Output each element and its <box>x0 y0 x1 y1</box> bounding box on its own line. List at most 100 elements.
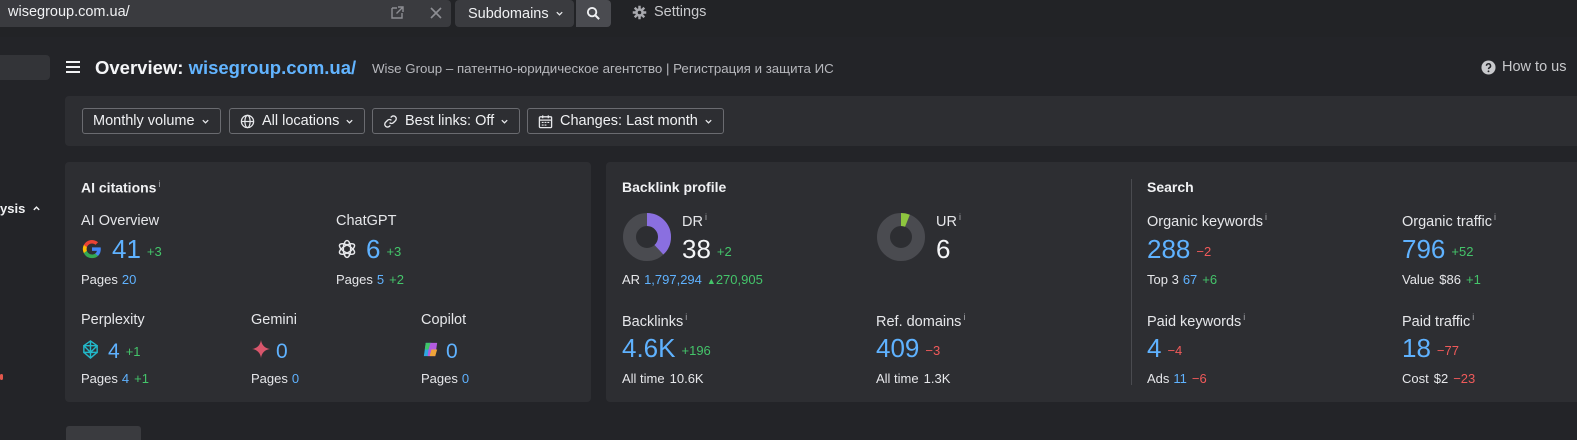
gemini-label: Gemini <box>251 312 297 328</box>
paid-keywords-value[interactable]: 4 −4 <box>1147 333 1183 363</box>
locations-label: All locations <box>262 113 340 129</box>
copilot-label: Copilot <box>421 312 467 328</box>
tab-overview[interactable] <box>66 426 141 440</box>
info-icon[interactable]: i <box>1472 312 1475 322</box>
info-icon[interactable]: i <box>1494 212 1496 222</box>
dr-value: 38 +2 <box>682 234 732 264</box>
ur-donut <box>877 213 925 261</box>
ads-line: Ads 11 −6 <box>1147 371 1207 386</box>
chatgpt-pages-delta: +2 <box>389 272 404 287</box>
chatgpt-value[interactable]: 6 +3 <box>366 234 402 264</box>
backlinks-value[interactable]: 4.6K +196 <box>622 333 711 363</box>
menu-icon[interactable] <box>66 60 80 74</box>
copilot-icon <box>423 342 438 357</box>
best-links-dropdown[interactable]: Best links: Off <box>372 108 521 134</box>
search-button[interactable] <box>576 0 611 27</box>
monthly-volume-label: Monthly volume <box>93 113 195 129</box>
copilot-pages-value[interactable]: 0 <box>461 371 470 386</box>
locations-dropdown[interactable]: All locations <box>229 108 366 134</box>
how-to-use-link[interactable]: How to us <box>1481 59 1566 75</box>
chatgpt-pages: Pages 5 +2 <box>336 272 404 287</box>
subdomains-dropdown[interactable]: Subdomains <box>455 0 574 27</box>
page-subtitle: Wise Group – патентно-юридическое агентс… <box>372 61 834 76</box>
chevron-up-icon <box>33 206 40 211</box>
ar-delta: ▲270,905 <box>706 272 763 287</box>
info-icon[interactable]: i <box>158 179 161 189</box>
organic-keywords-value[interactable]: 288 −2 <box>1147 234 1212 264</box>
organic-keywords-delta: −2 <box>1196 244 1212 259</box>
best-links-label: Best links: Off <box>405 113 495 129</box>
info-icon[interactable]: i <box>685 312 688 322</box>
info-icon[interactable]: i <box>963 312 966 322</box>
chevron-down-icon <box>501 119 508 124</box>
info-icon[interactable]: i <box>704 212 707 222</box>
perplexity-delta: +1 <box>125 344 141 359</box>
copilot-value[interactable]: 0 <box>446 340 458 363</box>
ads-value[interactable]: 11 <box>1173 371 1187 386</box>
ur-value: 6 <box>936 234 951 264</box>
perplexity-label: Perplexity <box>81 312 145 328</box>
backlinks-alltime: All time 10.6K <box>622 371 704 386</box>
perplexity-pages: Pages 4 +1 <box>81 371 149 386</box>
url-input-value: wisegroup.com.ua/ <box>8 4 130 20</box>
ar-value[interactable]: 1,797,294 <box>644 272 702 287</box>
gemini-value[interactable]: 0 <box>276 340 288 363</box>
ai-overview-value[interactable]: 41 +3 <box>112 234 162 264</box>
chatgpt-label: ChatGPT <box>336 213 397 229</box>
info-icon[interactable]: i <box>1243 312 1246 322</box>
sidebar-badge <box>0 374 3 380</box>
perplexity-value[interactable]: 4 +1 <box>108 340 141 363</box>
chevron-down-icon <box>201 119 209 124</box>
ar-line: AR 1,797,294 ▲270,905 <box>622 272 763 287</box>
top3-delta: +6 <box>1202 272 1218 287</box>
info-icon[interactable]: i <box>958 212 961 222</box>
ref-domains-alltime: All time 1.3K <box>876 371 951 386</box>
organic-keywords-label: Organic keywords i <box>1147 212 1268 230</box>
sidebar-item-analysis[interactable]: ysis <box>0 201 41 216</box>
sidebar-search-input[interactable] <box>0 55 50 80</box>
top3-line: Top 3 67 +6 <box>1147 272 1218 287</box>
close-icon[interactable] <box>428 5 444 21</box>
paid-traffic-value[interactable]: 18 −77 <box>1402 333 1459 363</box>
help-icon <box>1481 59 1496 75</box>
ai-citations-title: AI citations i <box>81 179 161 196</box>
paid-keywords-label: Paid keywords i <box>1147 312 1246 330</box>
sidebar-item-label: ysis <box>0 201 26 216</box>
organic-traffic-value[interactable]: 796 +52 <box>1402 234 1474 264</box>
perplexity-icon <box>83 340 98 359</box>
cost-delta: −23 <box>1453 371 1476 386</box>
monthly-volume-dropdown[interactable]: Monthly volume <box>82 108 221 134</box>
page-title-site[interactable]: wisegroup.com.ua/ <box>188 57 357 78</box>
ref-domains-value[interactable]: 409 −3 <box>876 333 941 363</box>
chevron-down-icon <box>555 11 563 16</box>
changes-dropdown[interactable]: Changes: Last month <box>527 108 724 134</box>
search-icon <box>586 6 600 20</box>
page-title-prefix: Overview: <box>95 57 189 78</box>
top-bar: wisegroup.com.ua/ Subdomains Settings <box>0 0 1577 37</box>
page-title: Overview: wisegroup.com.ua/ <box>95 57 356 79</box>
ai-overview-pages-value[interactable]: 20 <box>121 272 137 287</box>
gemini-pages-value[interactable]: 0 <box>291 371 300 386</box>
external-link-icon[interactable] <box>389 5 405 21</box>
dr-delta: +2 <box>716 244 732 259</box>
top3-value[interactable]: 67 <box>1182 272 1198 287</box>
url-input[interactable]: wisegroup.com.ua/ <box>0 0 451 27</box>
chatgpt-icon <box>338 239 356 259</box>
backlink-profile-title: Backlink profile <box>622 179 727 195</box>
copilot-pages: Pages 0 <box>421 371 470 386</box>
google-icon <box>82 239 101 259</box>
traffic-value-delta: +1 <box>1466 272 1481 287</box>
calendar-icon <box>538 114 553 128</box>
settings-button[interactable]: Settings <box>632 4 706 20</box>
info-icon[interactable]: i <box>1265 212 1268 222</box>
traffic-value-amount: $86 <box>1439 272 1461 287</box>
chatgpt-pages-value[interactable]: 5 <box>376 272 385 287</box>
ref-domains-label: Ref. domains i <box>876 312 966 330</box>
chevron-down-icon <box>346 119 354 124</box>
paid-keywords-delta: −4 <box>1167 343 1183 358</box>
perplexity-pages-value[interactable]: 4 <box>121 371 130 386</box>
gemini-icon <box>252 340 270 358</box>
paid-traffic-delta: −77 <box>1436 343 1459 358</box>
cost-line: Cost $2 −23 <box>1402 371 1476 386</box>
paid-traffic-label: Paid traffic i <box>1402 312 1475 330</box>
